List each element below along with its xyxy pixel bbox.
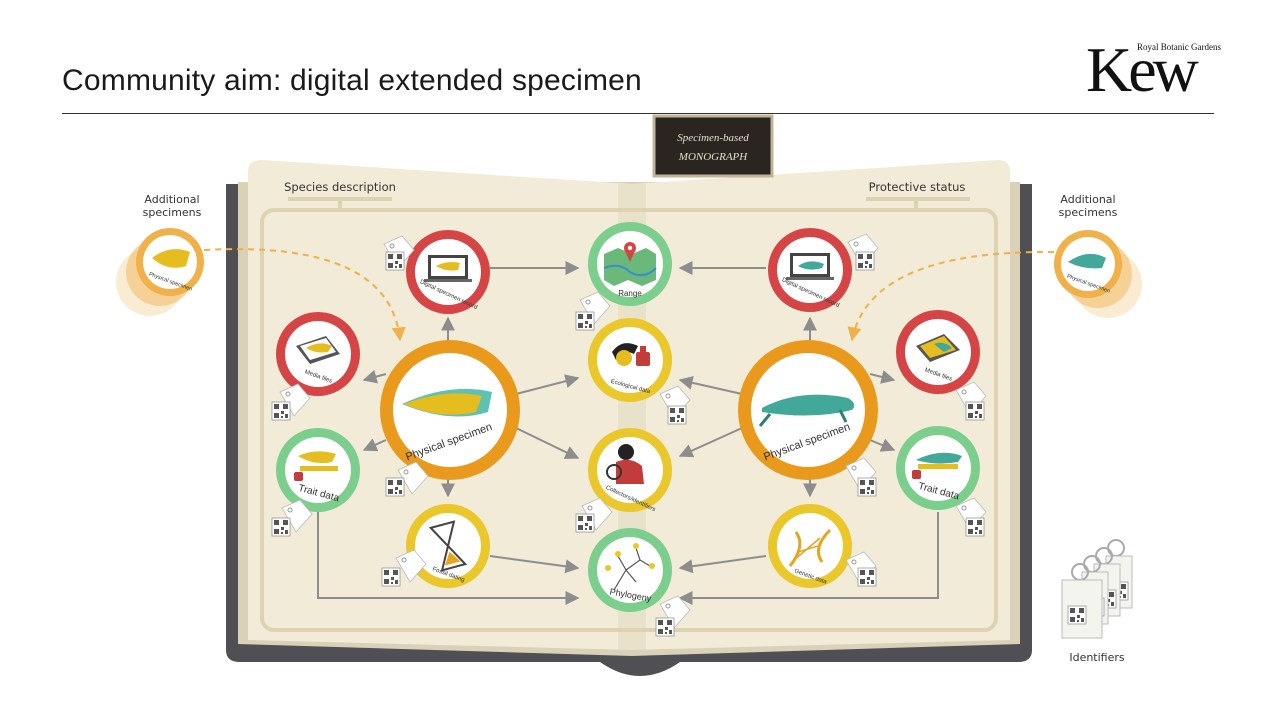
additional-specimen-arrows <box>203 248 1055 342</box>
node-physical-specimen-left[interactable]: Physical specimen <box>380 340 520 480</box>
monograph-ribbon: Specimen-based MONOGRAPH <box>652 114 774 178</box>
node-media-files-left[interactable]: Media files <box>276 312 360 396</box>
species-description-label: Species description <box>284 180 396 194</box>
node-media-files-right[interactable]: Media files <box>896 310 980 394</box>
additional-right-line2: specimens <box>1059 206 1118 219</box>
logo-wordmark: Kew <box>1086 34 1199 105</box>
additional-specimens-left: Physical specimen <box>116 228 204 316</box>
node-digital-specimen-right[interactable]: Digital specimen record <box>768 228 852 312</box>
range-label: Range <box>618 289 642 298</box>
node-trait-data-right[interactable]: Trait data <box>896 426 980 510</box>
node-ecological-data[interactable]: Ecological data <box>588 318 672 402</box>
node-fossil-dating[interactable]: Fossil dating <box>406 504 490 588</box>
ribbon-line2: MONOGRAPH <box>678 151 748 163</box>
identifiers-label: Identifiers <box>1069 651 1125 664</box>
identifiers-tags <box>1061 539 1133 639</box>
title-divider <box>62 113 1214 114</box>
node-physical-specimen-right[interactable]: Physical specimen <box>738 340 878 480</box>
node-digital-specimen-left[interactable]: Digital specimen record <box>406 230 490 314</box>
additional-specimens-right: Physical specimen <box>1054 230 1142 318</box>
node-genetic-data[interactable]: Genetic data <box>768 504 852 588</box>
node-range[interactable]: Range <box>588 222 672 306</box>
node-trait-data-left[interactable]: Trait data <box>276 428 360 512</box>
ribbon-line1: Specimen-based <box>677 132 749 144</box>
slide-title: Community aim: digital extended specimen <box>62 64 642 97</box>
page-frame <box>260 208 998 632</box>
node-phylogeny[interactable]: Phylogeny <box>588 528 672 612</box>
protective-status-label: Protective status <box>869 180 966 194</box>
additional-left-line2: specimens <box>143 206 202 219</box>
additional-left-line1: Additional <box>144 193 199 206</box>
connector-arrows <box>317 261 939 605</box>
logo-subtitle: Royal Botanic Gardens <box>1137 42 1221 52</box>
kew-logo: Kew Royal Botanic Gardens <box>1086 34 1221 105</box>
additional-right-line1: Additional <box>1060 193 1115 206</box>
